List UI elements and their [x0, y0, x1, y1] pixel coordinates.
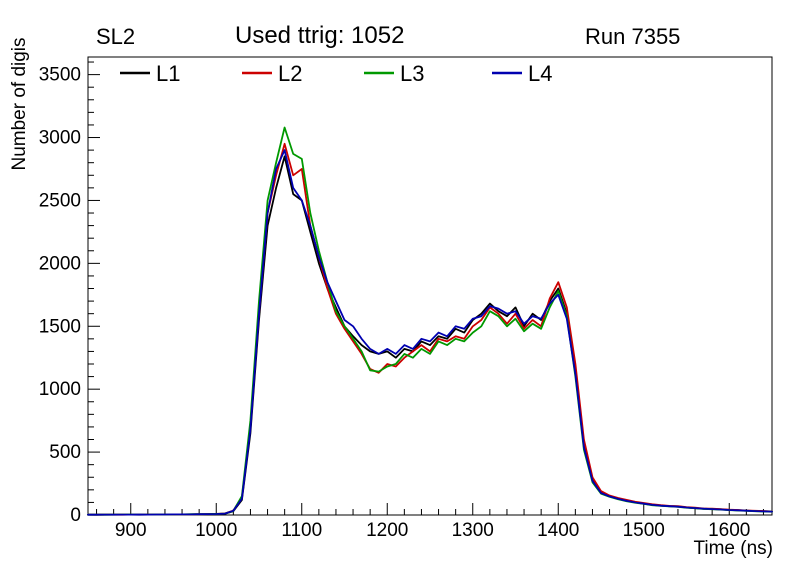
- plot-frame: [87, 56, 773, 516]
- chart-legend-group: L1 L2 L3 L4: [120, 61, 552, 86]
- y-tick-label: 0: [70, 505, 81, 526]
- y-axis-title: Number of digis: [9, 37, 30, 170]
- series-line-l2: [87, 142, 773, 516]
- x-tick-label: 1200: [366, 520, 408, 541]
- x-tick-label: 1600: [708, 520, 750, 541]
- series-line-l1: [87, 155, 773, 516]
- y-tick-label: 3500: [39, 65, 81, 86]
- x-tick-label: 1500: [623, 520, 665, 541]
- series-line-l3: [87, 126, 773, 516]
- x-tick-label: 1300: [452, 520, 494, 541]
- y-tick-label: 1000: [39, 379, 81, 400]
- y-tick-label: 2500: [39, 190, 81, 211]
- chart-series-group: [87, 126, 773, 516]
- legend-label-l4: L4: [528, 61, 552, 86]
- x-axis-title: Time (ns): [693, 538, 773, 559]
- y-tick-label: 3000: [39, 128, 81, 149]
- pad-label-run: Run 7355: [585, 24, 681, 49]
- x-tick-label: 900: [115, 520, 147, 541]
- y-tick-label: 2000: [39, 253, 81, 274]
- y-tick-label: 500: [49, 442, 81, 463]
- chart-frame-group: 900 1000 1100 1200 1300 1400 1500 1600 0 500 1000 1…: [39, 56, 773, 541]
- legend-label-l1: L1: [156, 61, 180, 86]
- pad-label-sl: SL2: [96, 24, 136, 49]
- legend-label-l3: L3: [400, 61, 424, 86]
- legend-label-l2: L2: [278, 61, 302, 86]
- y-tick-label: 1500: [39, 316, 81, 337]
- x-tick-label: 1400: [537, 520, 579, 541]
- pad-label-ttrig: Used ttrig: 1052: [235, 22, 405, 49]
- series-line-l4: [87, 149, 773, 516]
- x-tick-label: 1000: [195, 520, 237, 541]
- x-tick-label: 1100: [281, 520, 322, 541]
